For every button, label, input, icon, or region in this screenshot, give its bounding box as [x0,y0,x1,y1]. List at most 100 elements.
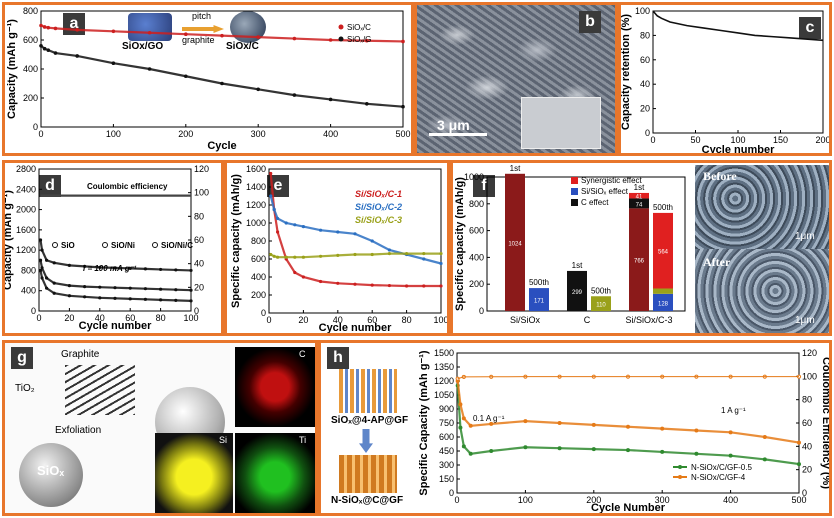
data-point [458,425,463,430]
bar-value-label: 171 [534,299,545,305]
bar-top-label: 500th [653,203,673,212]
y-tick-label: 1000 [246,218,266,228]
data-point [174,288,178,292]
current-annotation: i = 100 mA g⁻¹ [83,264,137,273]
siox-core [19,443,83,507]
data-point [401,104,405,109]
data-point [762,457,767,462]
y2-tick-label: 20 [802,465,812,475]
bar-segment [629,192,649,199]
panel-c: c 050100150200020406080100Cycle numberCa… [618,2,832,156]
data-point [319,254,323,258]
y-tick-label: 1600 [16,225,36,235]
data-point [293,223,297,227]
x-axis-label: Cycle number [702,144,775,153]
data-point [189,268,193,273]
legend-marker [678,465,682,469]
y-tick-label: 2000 [16,205,36,215]
y-tick-label: 400 [21,286,36,296]
legend-label: SiO [61,241,75,250]
data-point [75,54,79,58]
ce-line [457,376,799,380]
data-point [52,291,56,295]
bar-value-label: 128 [658,301,669,307]
y-axis-label: Capacity retention (%) [621,14,632,130]
y-tick-label: 400 [23,64,38,74]
y-tick-label: 450 [439,446,454,456]
data-point [422,257,426,261]
x-tick-label: 500 [791,495,806,505]
data-point [159,267,163,272]
y2-tick-label: 120 [194,164,209,174]
panel-label-g: g [11,347,33,369]
arrow-icon [182,25,224,33]
siox-go-label: SiOx/GO [122,41,164,52]
y-axis-label: Capacity (mAh g⁻¹) [6,19,18,119]
data-point [284,255,288,259]
data-point [370,239,374,243]
x-tick-label: 100 [183,313,198,323]
data-point [660,426,665,431]
map-si-label: Si [219,435,228,445]
data-point [276,255,280,259]
x-tick-label: 300 [655,495,670,505]
legend-swatch [571,177,578,184]
data-point [46,48,51,52]
x-tick-label: 100 [730,135,745,145]
panel-label-f: f [473,175,495,197]
data-point [591,447,596,452]
y2-tick-label: 60 [194,235,204,245]
panel-f: f 0 200 400 600 800 1000 Specific capacity (mA… [450,160,832,336]
map-c [235,347,315,427]
legend-label: SiO/Ni/C [161,241,193,250]
data-point [128,297,132,301]
legend-marker [338,36,344,42]
y-tick-label: 200 [251,290,266,300]
graphite-sheets [65,365,135,415]
bar-value-label: 564 [658,250,669,256]
legend-label: SiOₓ/G [347,35,371,44]
x-tick-label: 40 [333,315,343,325]
data-point [45,276,49,280]
legend-label: C effect [581,198,609,207]
y2-tick-label: 120 [802,348,817,358]
data-point [272,254,276,258]
data-point [40,276,44,280]
data-point [38,268,43,273]
panel-a: a SiOx/GO pitch graphite SiOx/C 0 100 200 3… [2,2,414,156]
y-axis-label: Specific Capacity (mAh g⁻¹) [418,350,430,496]
bar-segment [505,173,525,311]
data-point [292,36,297,41]
data-point [272,207,276,212]
tem-inset [521,97,601,149]
legend-marker [152,242,158,248]
bar-value-label: 299 [572,290,583,296]
y2-tick-label: 40 [194,259,204,269]
x-tick-label: 0 [36,313,41,323]
data-point [461,444,466,449]
series-line [40,44,404,108]
data-point [98,296,102,300]
legend-label: Si/SiOₓ/C-1 [355,189,402,199]
data-point [353,282,357,286]
annotation-high: 1 A g⁻¹ [721,406,746,415]
plot-frame [652,10,824,134]
y-tick-label: 80 [640,30,650,40]
data-point [797,462,801,467]
data-point [293,270,297,275]
y-tick-label: 0 [31,306,36,316]
data-point [405,252,409,256]
data-point [220,33,224,38]
synthesis-inset: SiOx/GO pitch graphite SiOx/C [120,9,280,53]
bar-segment [591,296,611,311]
scale-bar [429,133,487,136]
data-point [276,230,280,234]
ce-legend: Coulombic efficiency [87,182,168,191]
exfoliation-label: Exfoliation [55,425,102,436]
legend-marker [52,242,58,248]
graphite-label: Graphite [61,349,100,360]
x-tick-label: 0 [266,315,271,325]
category-label: Si/SiOx [510,315,541,325]
bar-top-label: 1st [634,183,645,192]
